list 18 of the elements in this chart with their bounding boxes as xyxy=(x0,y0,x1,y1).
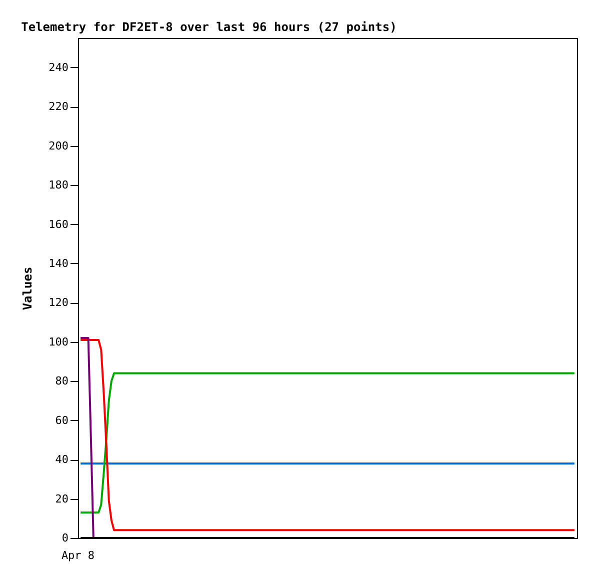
chart-title: Telemetry for DF2ET-8 over last 96 hours (27 points) xyxy=(21,20,397,34)
y-tick-label: 180 xyxy=(48,178,68,192)
y-tick-label: 40 xyxy=(55,453,68,466)
line-series xyxy=(80,372,576,514)
y-tick-label: 240 xyxy=(48,60,68,74)
y-axis-title: Values xyxy=(20,266,35,310)
y-tick-label: 160 xyxy=(48,218,68,231)
y-tick-label: 120 xyxy=(48,296,68,310)
y-tick-label: 140 xyxy=(48,256,68,270)
y-tick-label: 200 xyxy=(48,139,68,152)
y-tick-label: 220 xyxy=(48,100,68,114)
y-tick-label: 0 xyxy=(62,532,68,544)
y-tick-label: 60 xyxy=(55,414,68,427)
text: Apr 8 xyxy=(61,549,95,562)
y-tick-label: 100 xyxy=(48,335,68,348)
y-tick-label: 20 xyxy=(55,492,68,506)
line-series xyxy=(80,338,576,532)
y-tick-label: 80 xyxy=(55,374,68,388)
